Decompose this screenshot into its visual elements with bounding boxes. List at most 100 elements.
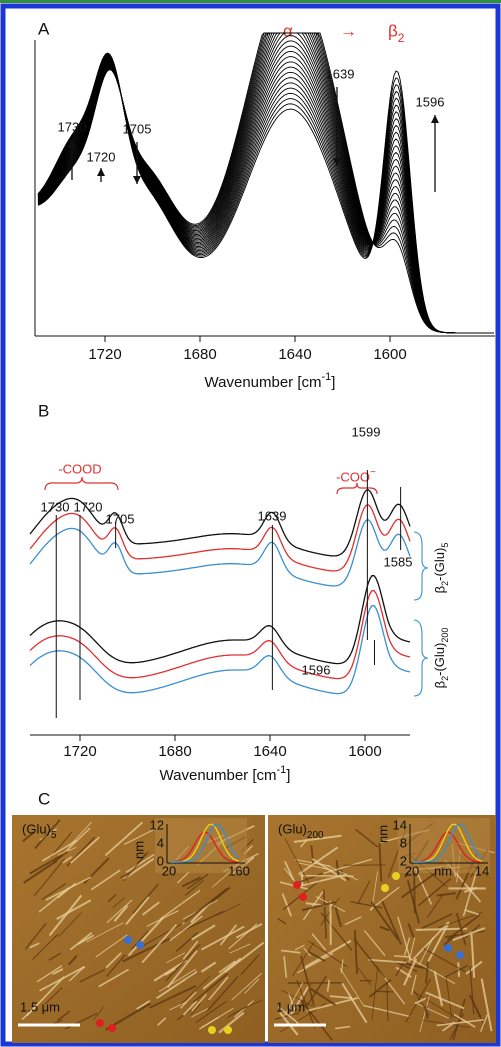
fibril	[403, 958, 418, 986]
fibril	[294, 944, 305, 951]
fibril	[379, 925, 390, 932]
fibril	[165, 943, 201, 982]
fibril	[127, 916, 164, 957]
marker-dot	[293, 881, 301, 889]
fibril	[283, 956, 288, 978]
x-axis-label-end: ]	[286, 767, 290, 784]
fibril	[368, 978, 392, 998]
fibril	[323, 858, 372, 874]
fibril	[26, 976, 65, 1017]
spectrum-trace	[29, 605, 411, 695]
fibril	[175, 932, 198, 953]
inset-x-tick: 14	[475, 863, 489, 878]
x-tick-label: 1600	[348, 743, 381, 760]
fibril	[90, 869, 121, 891]
fibril	[41, 882, 67, 901]
fibril	[470, 931, 476, 978]
series-label-mid: -(Glu)	[432, 548, 447, 581]
group-label-sup: −	[370, 467, 376, 478]
fibril	[479, 1014, 489, 1033]
fibril	[241, 1000, 262, 1010]
fibril	[36, 965, 63, 983]
fibril	[419, 996, 430, 1033]
fibril	[181, 876, 202, 888]
fibril	[465, 960, 483, 975]
arrow-head	[68, 140, 76, 148]
inset-curve	[170, 823, 240, 863]
fibril	[289, 985, 310, 1016]
fibril	[146, 910, 179, 927]
fibril	[93, 1006, 104, 1020]
fibril	[350, 900, 383, 909]
brace	[413, 619, 429, 697]
fibril	[437, 911, 483, 929]
inset-curve	[413, 823, 483, 863]
marker-dot	[136, 941, 144, 949]
x-tick-label: 1720	[88, 346, 121, 363]
fibril	[186, 873, 209, 890]
fibril	[436, 892, 456, 897]
fibril	[62, 856, 73, 864]
fibril	[339, 968, 365, 1007]
fibril	[406, 880, 420, 924]
annotation: 1720	[74, 499, 103, 514]
marker-dot	[96, 1019, 104, 1027]
fibril	[69, 931, 93, 951]
fibril	[122, 851, 149, 882]
x-tick-label: 1720	[63, 743, 96, 760]
fibril	[198, 1016, 219, 1030]
fibril	[381, 900, 402, 945]
fibril	[86, 922, 124, 943]
annotation: 1639	[326, 66, 355, 81]
fibril	[67, 954, 78, 966]
spectrum-trace	[29, 488, 411, 557]
inset-y-unit: nm	[375, 825, 390, 843]
fibril	[277, 917, 287, 925]
fibril	[425, 961, 429, 984]
fibril	[142, 901, 160, 916]
fibril	[363, 929, 386, 957]
fibril	[414, 997, 427, 1005]
x-tick-label: 1680	[183, 346, 216, 363]
fibril	[136, 853, 147, 865]
fibril	[452, 998, 466, 1041]
fibril	[141, 923, 178, 964]
fibril	[424, 1005, 429, 1020]
inset-x-tick: 20	[405, 863, 419, 878]
fibril	[57, 1010, 71, 1022]
fibril	[423, 947, 466, 973]
fibril	[106, 899, 133, 924]
fibril	[410, 974, 417, 995]
fibril	[182, 940, 199, 960]
fibril	[344, 916, 362, 926]
fibril	[22, 831, 35, 843]
annotation: 1705	[106, 511, 135, 526]
inset	[398, 818, 490, 873]
group-label: -COOD	[58, 461, 101, 476]
series-label-mid: -(Glu)	[432, 643, 447, 676]
fibril	[124, 826, 160, 845]
fibril	[427, 893, 444, 918]
x-axis-label: Wavenumber [cm-1]	[160, 764, 291, 784]
fibril	[274, 1012, 298, 1020]
fibril	[427, 921, 450, 963]
fibril	[433, 971, 444, 1007]
fibril	[341, 982, 368, 1024]
fibril	[48, 952, 62, 961]
annotation: 1730	[58, 119, 87, 134]
title-alpha: α	[283, 21, 293, 40]
fibril	[79, 968, 106, 983]
fibril	[301, 900, 336, 912]
top-strip	[0, 0, 501, 3]
fibril	[284, 861, 295, 881]
panel-label: C	[38, 789, 50, 808]
inset-y-tick: 12	[150, 817, 164, 832]
fibril	[166, 952, 185, 964]
x-axis-label-sup: -1	[277, 764, 287, 776]
annotation: 1730	[41, 499, 70, 514]
fibril	[407, 923, 415, 938]
marker-dot	[381, 884, 389, 892]
fibril	[353, 938, 386, 979]
fibril	[397, 916, 412, 961]
